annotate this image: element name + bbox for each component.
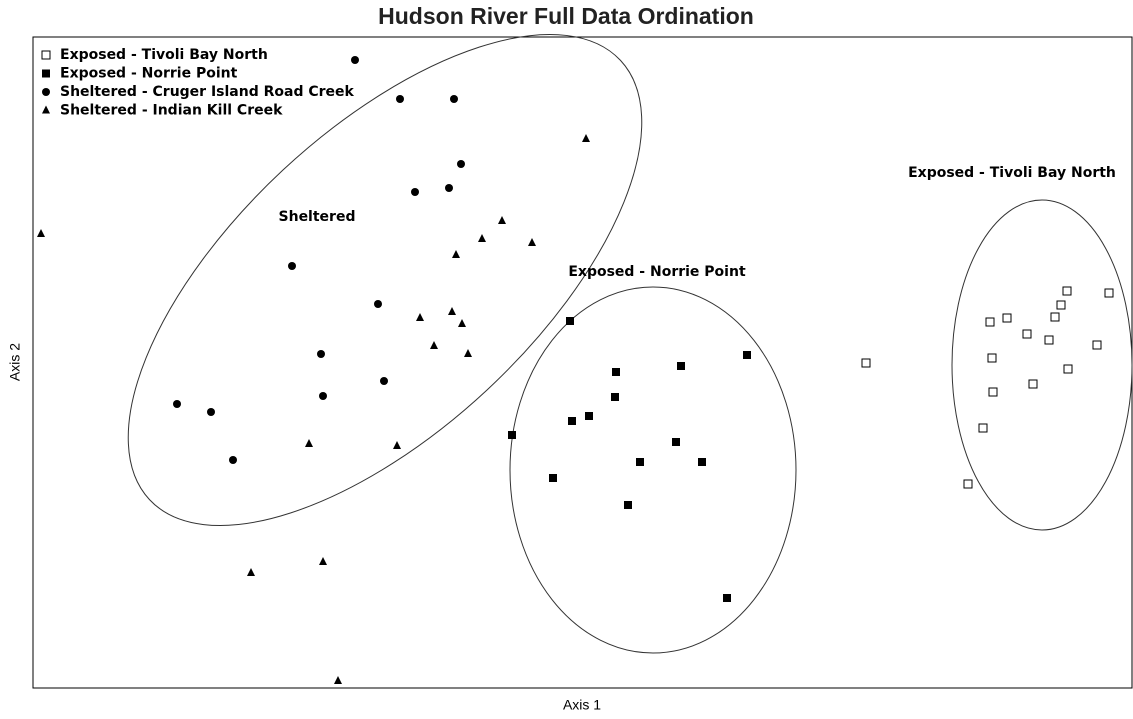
- point: [430, 341, 438, 349]
- legend-label: Exposed - Norrie Point: [60, 66, 238, 82]
- y-axis-label: Axis 2: [7, 343, 23, 381]
- point: [677, 362, 685, 370]
- point: [288, 262, 296, 270]
- point: [334, 676, 342, 684]
- point: [351, 56, 359, 64]
- legend-marker: [42, 69, 50, 78]
- point: [247, 568, 255, 576]
- point: [528, 238, 536, 246]
- point: [380, 377, 388, 385]
- point: [861, 358, 871, 368]
- point: [457, 160, 465, 168]
- point: [478, 234, 486, 242]
- legend-marker: [41, 50, 51, 60]
- point: [987, 353, 997, 363]
- point: [393, 441, 401, 449]
- point: [1056, 300, 1066, 310]
- point: [1028, 379, 1038, 389]
- point: [1063, 364, 1073, 374]
- point: [229, 456, 237, 464]
- point: [566, 317, 574, 325]
- point: [636, 458, 644, 466]
- point: [1002, 313, 1012, 323]
- point: [723, 594, 731, 602]
- point: [448, 307, 456, 315]
- point: [1104, 288, 1114, 298]
- point: [374, 300, 382, 308]
- point: [396, 95, 404, 103]
- legend-label: Sheltered - Indian Kill Creek: [60, 103, 283, 119]
- point: [305, 439, 313, 447]
- point: [624, 501, 632, 509]
- point: [1062, 286, 1072, 296]
- point: [582, 134, 590, 142]
- point: [985, 317, 995, 327]
- point: [498, 216, 506, 224]
- group-ellipse: [509, 286, 797, 654]
- point: [317, 350, 325, 358]
- legend-marker: [42, 88, 50, 96]
- chart-title: Hudson River Full Data Ordination: [378, 3, 754, 29]
- point: [672, 438, 680, 446]
- legend-label: Exposed - Tivoli Bay North: [60, 47, 268, 63]
- point: [452, 250, 460, 258]
- point: [585, 412, 593, 420]
- point: [319, 557, 327, 565]
- point: [963, 479, 973, 489]
- point: [508, 431, 516, 439]
- point: [411, 188, 419, 196]
- point: [978, 423, 988, 433]
- legend-marker: [42, 105, 50, 114]
- plot-frame: [32, 36, 1133, 689]
- point: [743, 351, 751, 359]
- point: [568, 417, 576, 425]
- point: [1050, 312, 1060, 322]
- point: [549, 474, 557, 482]
- annotation: Exposed - Tivoli Bay North: [908, 165, 1116, 181]
- point: [1044, 335, 1054, 345]
- legend-label: Sheltered - Cruger Island Road Creek: [60, 84, 355, 100]
- annotation: Sheltered: [279, 209, 356, 225]
- x-axis-label: Axis 1: [563, 697, 601, 713]
- point: [1092, 340, 1102, 350]
- point: [207, 408, 215, 416]
- annotation: Exposed - Norrie Point: [568, 264, 746, 280]
- group-ellipse: [127, 34, 643, 526]
- point: [450, 95, 458, 103]
- point: [445, 184, 453, 192]
- group-ellipse: [951, 199, 1133, 531]
- point: [319, 392, 327, 400]
- point: [173, 400, 181, 408]
- point: [416, 313, 424, 321]
- point: [988, 387, 998, 397]
- point: [464, 349, 472, 357]
- point: [611, 393, 619, 401]
- point: [37, 229, 45, 237]
- point: [612, 368, 620, 376]
- point: [458, 319, 466, 327]
- point: [698, 458, 706, 466]
- point: [1022, 329, 1032, 339]
